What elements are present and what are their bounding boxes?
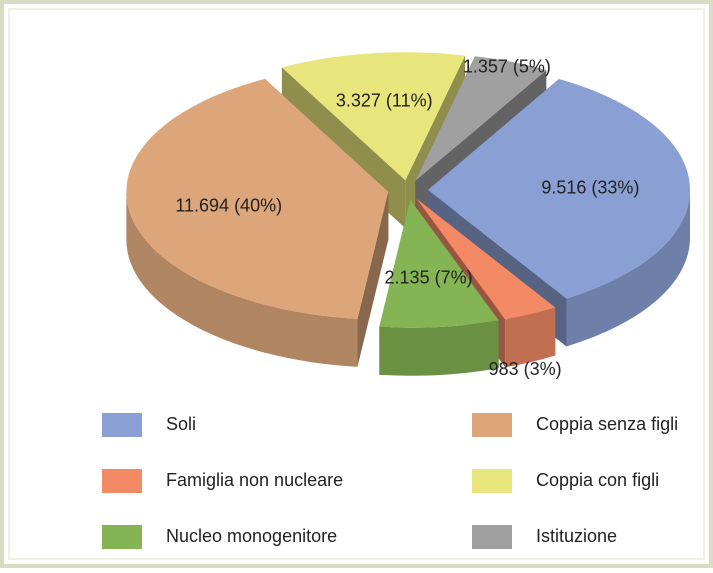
slice <box>379 199 499 328</box>
legend-swatch <box>472 413 512 437</box>
slice-wall <box>505 307 556 368</box>
data-label: 983 (3%) <box>489 359 562 379</box>
legend-label: Nucleo monogenitore <box>166 526 337 546</box>
slice <box>416 198 556 320</box>
slice-wall <box>379 320 499 376</box>
legend-label: Istituzione <box>536 526 617 546</box>
data-label: 2.135 (7%) <box>385 267 473 287</box>
inner-frame <box>8 8 705 560</box>
slice-wall <box>126 191 358 367</box>
legend-label: Coppia senza figli <box>536 414 678 434</box>
legend-label: Coppia con figli <box>536 470 659 490</box>
legend-swatch <box>472 525 512 549</box>
data-label: 3.327 (11%) <box>336 90 433 110</box>
legend-label: Soli <box>166 414 196 434</box>
legend-swatch <box>102 525 142 549</box>
slice <box>126 78 389 319</box>
legend-swatch <box>102 413 142 437</box>
legend-swatch <box>472 469 512 493</box>
slice-side <box>357 191 389 367</box>
data-label: 9.516 (33%) <box>541 177 639 197</box>
legend-label: Famiglia non nucleare <box>166 470 343 490</box>
slice <box>427 78 690 299</box>
slice <box>415 56 547 181</box>
legend-swatch <box>102 469 142 493</box>
data-label: 11.694 (40%) <box>175 195 282 215</box>
slice <box>281 52 466 181</box>
slice-wall <box>566 189 690 347</box>
data-label: 1.357 (5%) <box>463 57 551 77</box>
